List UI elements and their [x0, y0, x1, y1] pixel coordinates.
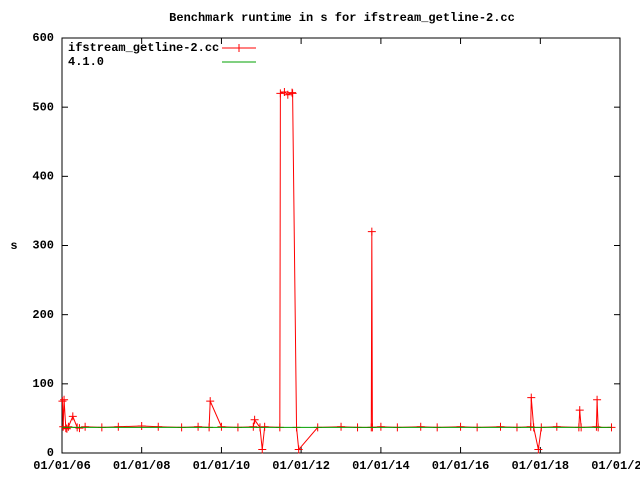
point-marker	[154, 422, 163, 431]
point-marker	[75, 424, 84, 433]
point-marker	[592, 422, 601, 431]
point-marker	[64, 422, 73, 431]
point-marker	[283, 90, 292, 99]
y-tick-label: 0	[47, 446, 54, 460]
point-marker	[250, 415, 259, 424]
point-marker	[593, 395, 602, 404]
x-tick-label: 01/01/16	[432, 459, 490, 473]
point-marker	[527, 393, 536, 402]
point-marker	[206, 397, 215, 406]
point-marker	[288, 88, 297, 97]
point-marker	[534, 445, 543, 454]
x-tick-label: 01/01/10	[193, 459, 251, 473]
y-tick-label: 100	[32, 377, 54, 391]
point-marker	[81, 422, 90, 431]
point-marker	[367, 227, 376, 236]
point-marker	[217, 422, 226, 431]
point-marker	[68, 412, 77, 421]
y-tick-label: 500	[32, 100, 54, 114]
point-marker	[288, 89, 297, 98]
point-marker	[60, 395, 69, 404]
point-marker	[137, 422, 146, 431]
point-marker	[294, 445, 303, 454]
point-marker	[258, 445, 267, 454]
legend-label: 4.1.0	[68, 55, 104, 69]
y-tick-label: 200	[32, 308, 54, 322]
point-marker	[575, 406, 584, 415]
point-marker	[260, 422, 269, 431]
legend-marker	[235, 44, 243, 52]
x-tick-label: 01/01/12	[272, 459, 330, 473]
point-marker	[114, 422, 123, 431]
chart-title: Benchmark runtime in s for ifstream_getl…	[169, 11, 515, 25]
y-tick-label: 600	[32, 31, 54, 45]
y-tick-label: 300	[32, 239, 54, 253]
point-marker	[276, 89, 285, 98]
x-tick-label: 01/01/06	[33, 459, 91, 473]
x-tick-label: 01/01/14	[352, 459, 410, 473]
point-marker	[337, 422, 346, 431]
x-tick-label: 01/01/20	[591, 459, 640, 473]
point-marker	[58, 397, 67, 406]
point-marker	[194, 422, 203, 431]
point-marker	[416, 422, 425, 431]
point-marker	[376, 422, 385, 431]
y-tick-label: 400	[32, 170, 54, 184]
x-tick-label: 01/01/18	[512, 459, 570, 473]
point-marker	[249, 422, 258, 431]
point-marker	[62, 424, 71, 433]
y-axis-label: s	[10, 239, 17, 253]
point-marker	[552, 422, 561, 431]
point-marker	[456, 422, 465, 431]
point-marker	[496, 422, 505, 431]
legend-label: ifstream_getline-2.cc	[68, 41, 219, 55]
x-tick-label: 01/01/08	[113, 459, 171, 473]
